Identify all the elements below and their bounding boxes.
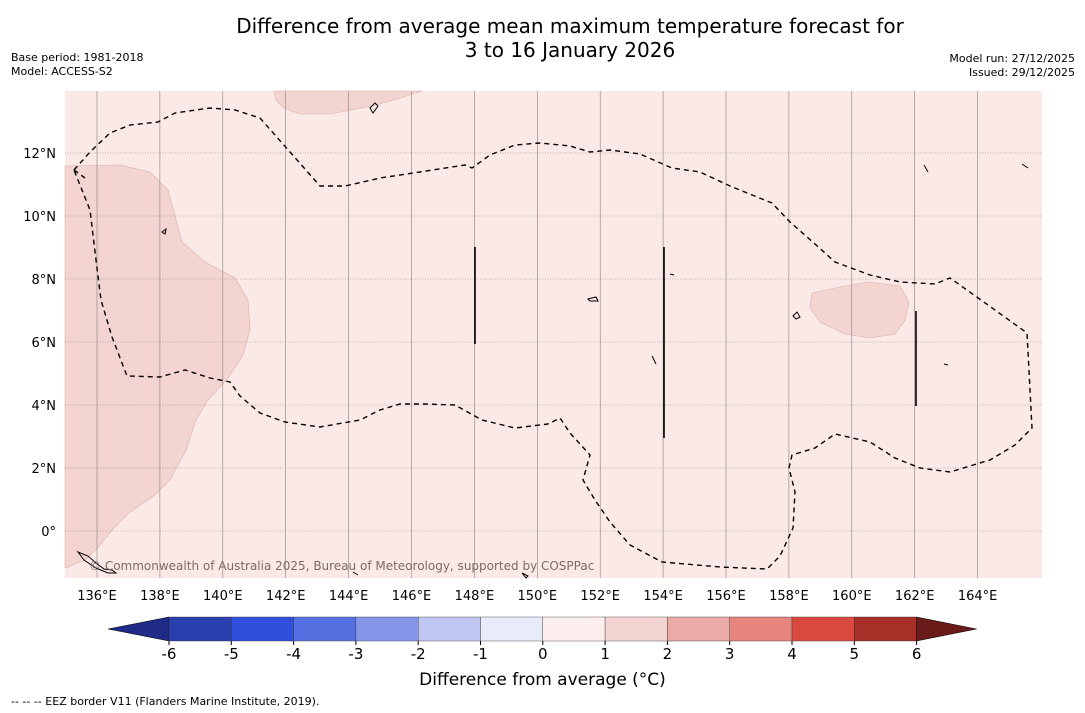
colorbar-tick-label: 1 <box>600 645 610 663</box>
longitude-label: 144°E <box>329 589 369 604</box>
longitude-label: 154°E <box>643 589 683 604</box>
warm-region-east <box>809 281 910 339</box>
island <box>943 363 949 366</box>
warm-region-north <box>273 90 423 115</box>
issued-date: Issued: 29/12/2025 <box>968 66 1075 79</box>
model-run: Model run: 27/12/2025 <box>949 52 1075 65</box>
longitude-label: 158°E <box>769 589 809 604</box>
eez-line <box>73 169 86 179</box>
longitude-label: 138°E <box>140 589 180 604</box>
longitude-label: 160°E <box>832 589 872 604</box>
longitude-label: 140°E <box>203 589 243 604</box>
latitude-label: 6°N <box>32 336 57 351</box>
longitude-label: 146°E <box>392 589 432 604</box>
colorbar-bin <box>542 616 606 642</box>
island <box>792 311 801 320</box>
colorbar-extend-high <box>916 616 977 642</box>
island <box>923 164 929 173</box>
coastline <box>76 102 1029 579</box>
colorbar-tick-label: -4 <box>286 645 301 663</box>
colorbar-tick-label: 6 <box>912 645 922 663</box>
longitude-label: 136°E <box>77 589 117 604</box>
island <box>352 571 359 576</box>
latitude-label: 4°N <box>32 399 57 414</box>
longitude-label: 164°E <box>958 589 998 604</box>
copyright-text: © Commonwealth of Australia 2025, Bureau… <box>89 559 594 573</box>
colorbar-tick-label: 5 <box>850 645 860 663</box>
longitude-label: 162°E <box>895 589 935 604</box>
colorbar-tick-label: -2 <box>411 645 426 663</box>
colorbar-bin <box>667 616 730 642</box>
meta-right: Model run: 27/12/2025 Issued: 29/12/2025 <box>949 52 1075 80</box>
colorbar-bin <box>168 616 232 642</box>
island <box>1021 163 1029 169</box>
colorbar-tick-label: -6 <box>162 645 177 663</box>
longitude-label: 148°E <box>455 589 495 604</box>
latitude-label: 10°N <box>23 210 56 225</box>
longitude-labels: 136°E 138°E 140°E 142°E 144°E 146°E 148°E 150°E… <box>77 589 997 604</box>
colorbar-bin <box>480 616 543 642</box>
island <box>161 227 167 235</box>
colorbar-tick-label: -1 <box>473 645 488 663</box>
colorbar-bin <box>231 616 294 642</box>
latitude-label: 12°N <box>23 147 56 162</box>
title-line-2: 3 to 16 January 2026 <box>464 38 676 62</box>
colorbar-bin <box>729 616 793 642</box>
island <box>369 102 379 114</box>
colorbar-bin <box>293 616 357 642</box>
colorbar-tick-label: 0 <box>538 645 548 663</box>
colorbar-bin <box>791 616 855 642</box>
colorbar-tick-label: 4 <box>787 645 797 663</box>
title-line-1: Difference from average mean maximum tem… <box>236 14 904 38</box>
island <box>521 572 529 579</box>
island <box>669 273 675 276</box>
meta-left: Base period: 1981-2018 Model: ACCESS-S2 <box>11 51 143 79</box>
island <box>651 355 657 365</box>
latitude-label: 8°N <box>32 273 57 288</box>
colorbar-tick-label: -3 <box>348 645 363 663</box>
latitude-label: 2°N <box>32 462 57 477</box>
island <box>76 550 118 574</box>
colorbar-bin <box>604 616 668 642</box>
footnote: -- -- -- EEZ border V11 (Flanders Marine… <box>11 695 320 708</box>
longitude-label: 152°E <box>580 589 620 604</box>
colorbar-tick-label: 2 <box>663 645 673 663</box>
map-title: Difference from average mean maximum tem… <box>0 14 1085 62</box>
colorbar-bin <box>355 616 419 642</box>
longitude-label: 156°E <box>706 589 746 604</box>
eez-solid-segments <box>474 247 917 438</box>
island <box>587 296 599 302</box>
longitude-label: 142°E <box>266 589 306 604</box>
colorbar-label: Difference from average (°C) <box>419 670 666 690</box>
colorbar: -6 -5 -4 -3 -2 -1 0 1 2 3 4 5 6 <box>107 616 977 663</box>
longitude-label: 150°E <box>518 589 558 604</box>
colorbar-extend-low <box>107 616 170 642</box>
base-period: Base period: 1981-2018 <box>11 51 144 64</box>
graticule <box>65 91 1042 578</box>
colorbar-bin <box>418 616 481 642</box>
colorbar-bin <box>854 616 917 642</box>
latitude-labels: 12°N 10°N 8°N 6°N 4°N 2°N 0° <box>23 147 56 540</box>
eez-border <box>73 107 1033 570</box>
eez-line <box>73 107 1033 570</box>
latitude-label: 0° <box>41 525 56 540</box>
colorbar-tick-label: 3 <box>725 645 735 663</box>
colorbar-tick-label: -5 <box>224 645 239 663</box>
model-name: Model: ACCESS-S2 <box>11 65 113 78</box>
